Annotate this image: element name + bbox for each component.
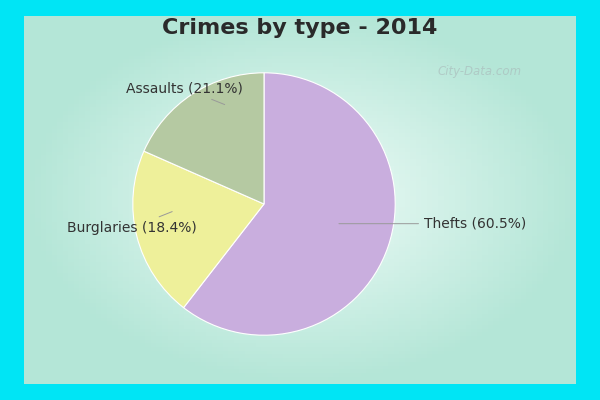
Text: Assaults (21.1%): Assaults (21.1%) <box>126 82 243 104</box>
Text: Thefts (60.5%): Thefts (60.5%) <box>339 217 526 231</box>
Text: Burglaries (18.4%): Burglaries (18.4%) <box>67 212 197 235</box>
Wedge shape <box>133 151 264 308</box>
Text: Crimes by type - 2014: Crimes by type - 2014 <box>163 18 437 38</box>
Wedge shape <box>144 73 264 204</box>
Wedge shape <box>184 73 395 335</box>
Text: City-Data.com: City-Data.com <box>438 66 522 78</box>
